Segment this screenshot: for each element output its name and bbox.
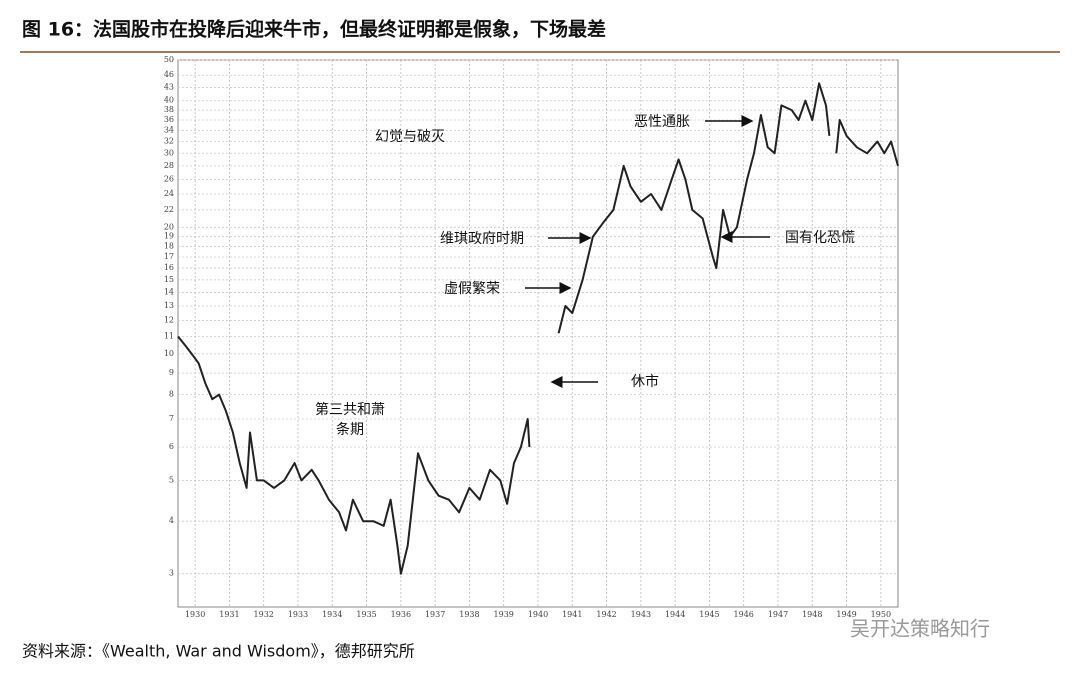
y-tick-label: 6 (169, 442, 174, 451)
x-tick-label: 1949 (836, 610, 856, 619)
price-line (177, 82, 899, 575)
y-tick-label: 19 (164, 232, 174, 241)
y-tick-label: 3 (169, 569, 174, 578)
chart-title: 图 16：法国股市在投降后迎来牛市，但最终证明都是假象，下场最差 (22, 18, 606, 41)
x-tick-label: 1935 (356, 610, 376, 619)
y-tick-label: 5 (169, 475, 174, 484)
x-tick-label: 1944 (665, 610, 685, 619)
watermark: 吴开达策略知行 (850, 617, 990, 641)
y-tick-label: 7 (169, 414, 174, 423)
annotation: 维琪政府时期 (440, 231, 524, 247)
x-tick-label: 1940 (528, 610, 548, 619)
annotation: 条期 (336, 421, 364, 438)
y-tick-label: 34 (164, 125, 174, 134)
y-tick-label: 9 (169, 368, 174, 377)
annotation: 休市 (631, 373, 659, 390)
x-tick-label: 1941 (562, 610, 582, 619)
y-tick-label: 13 (164, 301, 174, 310)
y-tick-label: 32 (164, 136, 174, 145)
y-tick-label: 43 (164, 83, 174, 92)
x-tick-label: 1939 (494, 610, 514, 619)
y-tick-label: 8 (169, 390, 174, 399)
x-tick-label: 1938 (459, 610, 479, 619)
y-tick-label: 30 (164, 148, 174, 157)
x-tick-label: 1948 (802, 610, 822, 619)
y-tick-label: 46 (164, 70, 174, 79)
y-tick-label: 15 (164, 275, 174, 284)
x-tick-label: 1943 (631, 610, 651, 619)
y-tick-label: 20 (164, 222, 174, 231)
x-tick-label: 1930 (185, 610, 205, 619)
annotation: 恶性通胀 (634, 114, 690, 130)
x-tick-label: 1931 (219, 610, 239, 619)
x-tick-label: 1936 (391, 610, 411, 619)
y-tick-label: 4 (169, 516, 174, 525)
x-tick-label: 1945 (699, 610, 719, 619)
annotation: 国有化恐慌 (785, 230, 855, 246)
y-tick-label: 14 (164, 287, 174, 296)
y-tick-label: 10 (164, 349, 174, 358)
y-tick-label: 12 (164, 316, 174, 325)
y-tick-label: 16 (164, 263, 174, 272)
x-tick-label: 1932 (254, 610, 274, 619)
x-tick-label: 1950 (871, 610, 891, 619)
y-tick-label: 40 (164, 96, 174, 105)
y-tick-label: 24 (164, 189, 174, 198)
y-tick-label: 17 (164, 252, 174, 261)
y-tick-label: 36 (164, 115, 174, 124)
x-tick-label: 1947 (768, 610, 788, 619)
y-tick-label: 18 (164, 242, 174, 251)
y-tick-label: 50 (164, 55, 174, 64)
y-tick-label: 22 (164, 205, 174, 214)
y-tick-label: 28 (164, 161, 174, 170)
x-tick-label: 1937 (425, 610, 445, 619)
x-tick-label: 1942 (596, 610, 616, 619)
annotation: 第三共和萧 (315, 401, 385, 418)
annotation: 幻觉与破灭 (375, 129, 445, 145)
source-note: 资料来源：《Wealth, War and Wisdom》，德邦研究所 (22, 642, 415, 661)
x-tick-label: 1934 (322, 610, 342, 619)
y-tick-label: 11 (164, 331, 174, 340)
x-tick-label: 1933 (288, 610, 308, 619)
annotation: 虚假繁荣 (444, 281, 500, 297)
y-tick-label: 38 (164, 105, 174, 114)
y-tick-label: 26 (164, 174, 174, 183)
x-tick-label: 1946 (734, 610, 754, 619)
